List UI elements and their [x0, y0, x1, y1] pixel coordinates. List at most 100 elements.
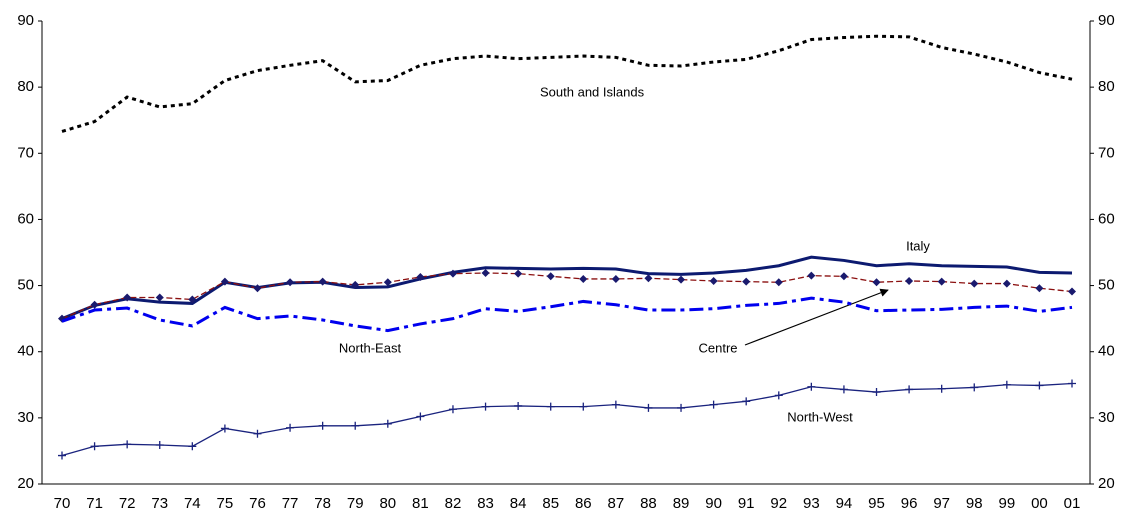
- x-tick-label: 98: [966, 495, 983, 512]
- x-tick-label: 80: [379, 495, 396, 512]
- y-tick-label: 60: [17, 210, 34, 227]
- point-marker: [677, 275, 686, 284]
- point-marker: [188, 295, 197, 304]
- point-marker: [872, 388, 881, 397]
- point-marker: [514, 401, 523, 410]
- x-tick-label: 75: [217, 495, 234, 512]
- point-marker: [807, 382, 816, 391]
- point-marker: [644, 274, 653, 283]
- point-marker: [351, 280, 360, 289]
- y2-tick-label: 90: [1098, 12, 1115, 29]
- y-tick-label: 90: [17, 12, 34, 29]
- x-tick-label: 87: [608, 495, 625, 512]
- point-marker: [546, 402, 555, 411]
- x-tick-label: 74: [184, 495, 201, 512]
- point-marker: [220, 277, 229, 286]
- x-tick-label: 96: [901, 495, 918, 512]
- point-marker: [1068, 287, 1076, 296]
- point-marker: [383, 278, 392, 287]
- point-marker: [448, 405, 457, 414]
- point-marker: [579, 274, 588, 283]
- y-tick-label: 70: [17, 144, 34, 161]
- x-tick-label: 01: [1064, 495, 1081, 512]
- series-label: Italy: [906, 238, 930, 253]
- x-tick-label: 84: [510, 495, 527, 512]
- point-marker: [1002, 279, 1011, 288]
- point-marker: [448, 269, 457, 278]
- y2-tick-label: 40: [1098, 343, 1115, 360]
- x-tick-label: 79: [347, 495, 364, 512]
- x-tick-label: 73: [151, 495, 168, 512]
- series-label: Centre: [698, 340, 737, 355]
- point-marker: [1035, 381, 1044, 390]
- x-tick-label: 88: [640, 495, 657, 512]
- point-marker: [839, 272, 848, 281]
- point-marker: [742, 397, 751, 406]
- point-marker: [286, 278, 295, 287]
- point-marker: [611, 274, 620, 283]
- y2-tick-label: 60: [1098, 210, 1115, 227]
- point-marker: [774, 391, 783, 400]
- point-marker: [481, 269, 490, 278]
- x-tick-label: 82: [445, 495, 462, 512]
- x-tick-label: 77: [282, 495, 299, 512]
- point-marker: [416, 412, 425, 421]
- point-marker: [872, 278, 881, 287]
- point-marker: [1035, 284, 1044, 293]
- y2-tick-label: 80: [1098, 78, 1115, 95]
- point-marker: [123, 293, 132, 302]
- point-marker: [155, 293, 164, 302]
- point-marker: [253, 284, 262, 293]
- point-marker: [839, 385, 848, 394]
- series-label: North-East: [339, 340, 402, 355]
- x-tick-label: 78: [314, 495, 331, 512]
- point-marker: [318, 421, 327, 430]
- point-marker: [709, 400, 718, 409]
- x-tick-label: 89: [673, 495, 690, 512]
- point-marker: [677, 403, 686, 412]
- y-tick-label: 50: [17, 277, 34, 294]
- point-marker: [90, 300, 99, 309]
- point-marker: [970, 279, 979, 288]
- series-label: South and Islands: [540, 84, 645, 99]
- point-marker: [807, 271, 816, 280]
- point-marker: [579, 402, 588, 411]
- series-line: [61, 272, 1073, 320]
- point-marker: [514, 269, 523, 278]
- y-tick-label: 40: [17, 343, 34, 360]
- x-tick-label: 85: [542, 495, 559, 512]
- y-tick-label: 20: [17, 475, 34, 492]
- series-line: [61, 382, 1073, 457]
- x-tick-label: 90: [705, 495, 722, 512]
- x-tick-label: 70: [54, 495, 71, 512]
- y2-tick-label: 50: [1098, 277, 1115, 294]
- point-marker: [774, 278, 783, 287]
- point-marker: [937, 384, 946, 393]
- point-marker: [742, 277, 751, 286]
- point-marker: [351, 421, 360, 430]
- point-marker: [90, 442, 99, 451]
- point-marker: [416, 272, 425, 281]
- point-marker: [155, 440, 164, 449]
- x-tick-label: 93: [803, 495, 820, 512]
- point-marker: [286, 423, 295, 432]
- point-marker: [481, 402, 490, 411]
- point-marker: [546, 272, 555, 281]
- x-tick-label: 76: [249, 495, 266, 512]
- x-tick-label: 71: [86, 495, 103, 512]
- x-tick-label: 97: [933, 495, 950, 512]
- x-tick-label: 91: [738, 495, 755, 512]
- y2-tick-label: 20: [1098, 475, 1115, 492]
- point-marker: [383, 419, 392, 428]
- annotation-arrow: [744, 288, 889, 346]
- x-tick-label: 99: [998, 495, 1015, 512]
- x-tick-label: 92: [770, 495, 787, 512]
- point-marker: [58, 451, 66, 460]
- x-tick-label: 86: [575, 495, 592, 512]
- point-marker: [318, 277, 327, 286]
- point-marker: [1002, 380, 1011, 389]
- point-marker: [970, 383, 979, 392]
- x-tick-label: 00: [1031, 495, 1048, 512]
- point-marker: [709, 276, 718, 285]
